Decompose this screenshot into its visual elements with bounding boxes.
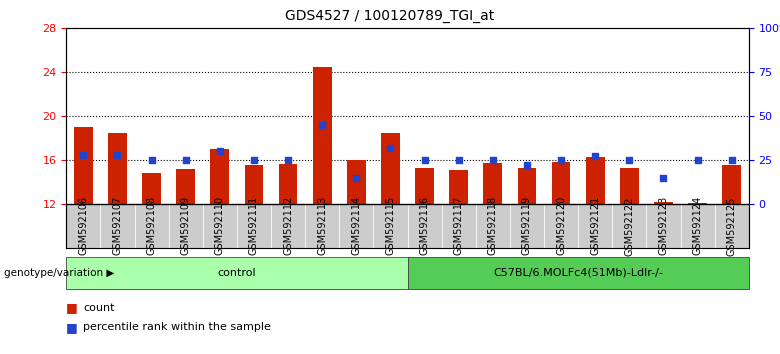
Text: GSM592118: GSM592118 xyxy=(488,196,498,256)
Point xyxy=(385,145,397,150)
Bar xyxy=(305,204,339,248)
Bar xyxy=(381,133,400,204)
Bar xyxy=(484,163,502,204)
Point xyxy=(452,157,465,163)
Text: control: control xyxy=(218,268,257,278)
Text: GSM592115: GSM592115 xyxy=(385,196,395,256)
Bar xyxy=(551,162,570,204)
Bar xyxy=(578,204,612,248)
Text: GSM592110: GSM592110 xyxy=(215,196,225,256)
Point xyxy=(555,157,567,163)
Text: GSM592116: GSM592116 xyxy=(420,196,430,256)
Text: GSM592125: GSM592125 xyxy=(727,196,737,256)
Text: GSM592121: GSM592121 xyxy=(590,196,601,256)
Text: GSM592119: GSM592119 xyxy=(522,196,532,256)
Bar xyxy=(476,204,510,248)
Bar xyxy=(544,204,578,248)
Text: GSM592106: GSM592106 xyxy=(78,196,88,256)
Bar xyxy=(449,170,468,204)
Bar xyxy=(714,204,749,248)
Text: GSM592113: GSM592113 xyxy=(317,196,328,256)
Text: GSM592117: GSM592117 xyxy=(454,196,464,256)
Bar xyxy=(654,202,673,204)
Bar xyxy=(586,157,604,204)
Bar xyxy=(245,166,264,204)
Bar xyxy=(688,203,707,204)
Point xyxy=(282,157,294,163)
Bar xyxy=(313,67,332,204)
Bar xyxy=(518,168,537,204)
Text: GSM592123: GSM592123 xyxy=(658,196,668,256)
FancyBboxPatch shape xyxy=(407,257,749,289)
Point xyxy=(521,162,534,168)
Point xyxy=(316,122,328,128)
Point xyxy=(418,157,431,163)
Text: GSM592112: GSM592112 xyxy=(283,196,293,256)
Point xyxy=(658,175,670,181)
Point xyxy=(691,157,704,163)
Text: count: count xyxy=(83,303,115,313)
Point xyxy=(112,152,124,158)
Bar xyxy=(339,204,374,248)
Bar xyxy=(74,127,93,204)
Text: genotype/variation ▶: genotype/variation ▶ xyxy=(4,268,115,278)
Text: ■: ■ xyxy=(66,302,78,314)
Bar xyxy=(722,166,741,204)
Bar xyxy=(237,204,271,248)
Bar xyxy=(374,204,407,248)
Point xyxy=(725,157,738,163)
Bar xyxy=(612,204,647,248)
Point xyxy=(77,152,90,158)
Bar xyxy=(441,204,476,248)
Text: GDS4527 / 100120789_TGI_at: GDS4527 / 100120789_TGI_at xyxy=(285,9,495,23)
FancyBboxPatch shape xyxy=(66,257,407,289)
Point xyxy=(623,157,636,163)
Text: GSM592120: GSM592120 xyxy=(556,196,566,256)
Text: GSM592124: GSM592124 xyxy=(693,196,703,256)
Text: percentile rank within the sample: percentile rank within the sample xyxy=(83,322,271,332)
Point xyxy=(214,148,226,154)
Text: GSM592108: GSM592108 xyxy=(147,196,157,256)
Point xyxy=(589,154,601,159)
Point xyxy=(179,157,192,163)
Text: GSM592109: GSM592109 xyxy=(181,196,191,256)
Bar xyxy=(135,204,168,248)
Bar xyxy=(647,204,680,248)
Bar xyxy=(108,133,127,204)
Text: GSM592107: GSM592107 xyxy=(112,196,122,256)
Bar xyxy=(407,204,441,248)
Bar xyxy=(278,164,297,204)
Bar xyxy=(347,160,366,204)
Bar xyxy=(101,204,135,248)
Bar xyxy=(168,204,203,248)
Text: GSM592114: GSM592114 xyxy=(351,196,361,256)
Text: ■: ■ xyxy=(66,321,78,334)
Point xyxy=(487,157,499,163)
Bar xyxy=(415,168,434,204)
Bar xyxy=(211,149,229,204)
Bar xyxy=(66,204,101,248)
Bar xyxy=(142,173,161,204)
Bar xyxy=(510,204,544,248)
Text: GSM592111: GSM592111 xyxy=(249,196,259,256)
Text: C57BL/6.MOLFc4(51Mb)-Ldlr-/-: C57BL/6.MOLFc4(51Mb)-Ldlr-/- xyxy=(493,268,663,278)
Point xyxy=(145,157,158,163)
Bar xyxy=(203,204,237,248)
Point xyxy=(350,175,363,181)
Bar xyxy=(271,204,305,248)
Bar xyxy=(620,168,639,204)
Bar xyxy=(680,204,714,248)
Bar xyxy=(176,169,195,204)
Point xyxy=(248,157,261,163)
Text: GSM592122: GSM592122 xyxy=(624,196,634,256)
